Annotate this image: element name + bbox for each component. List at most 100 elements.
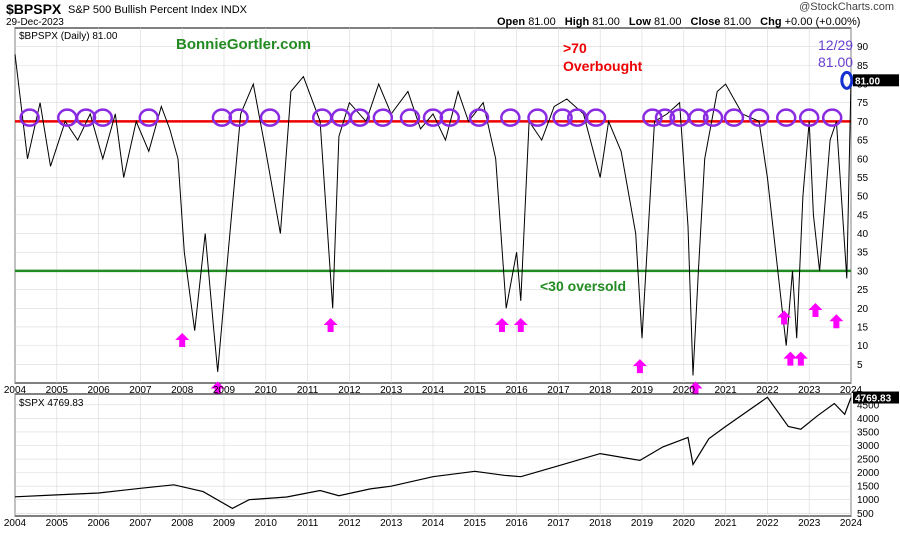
spx-x-tick-labels: 2004 2005 2006 2007 2008 2009 2010 2011 2012 2013… [4, 518, 863, 529]
spx-x-tick-label: 2018 [589, 518, 612, 529]
last-value-circle [840, 70, 854, 90]
oversold-arrows [175, 303, 844, 396]
bpspx-x-tick-label: 2012 [338, 385, 361, 396]
bpspx-x-tick-label: 2005 [46, 385, 69, 396]
bpspx-y-tick-label: 15 [857, 322, 869, 333]
bpspx-y-tick-label: 45 [857, 210, 869, 221]
spx-y-tick-label: 1500 [857, 482, 880, 493]
bpspx-x-tick-label: 2024 [840, 385, 863, 396]
bpspx-y-tick-label: 75 [857, 98, 869, 109]
chart-subtitle: S&P 500 Bullish Percent Index INDX [68, 4, 247, 16]
bpspx-x-tick-label: 2011 [297, 385, 319, 396]
spx-x-tick-label: 2022 [756, 518, 779, 529]
overbought-circle [422, 108, 444, 127]
bpspx-legend: $BPSPX (Daily) 81.00 [19, 31, 118, 42]
spx-y-tick-label: 2000 [857, 468, 880, 479]
spx-x-tick-label: 2010 [255, 518, 278, 529]
spx-x-tick-label: 2024 [840, 518, 863, 529]
spx-last-badge-box [853, 391, 899, 404]
last-value-label: 81.00 [818, 54, 853, 70]
spx-gridlines [14, 394, 852, 516]
overbought-circle [92, 108, 114, 127]
spx-y-tick-label: 3500 [857, 427, 880, 438]
bpspx-x-tick-label: 2023 [798, 385, 821, 396]
spx-x-tick-label: 2005 [46, 518, 69, 529]
bpspx-panel: 51015202530354045505560657075808590 81.0… [4, 27, 899, 396]
chart-date: 29-Dec-2023 [6, 17, 64, 28]
overbought-circle [585, 108, 607, 127]
spx-series-line [14, 396, 852, 510]
bpspx-x-tick-label: 2004 [4, 385, 27, 396]
high-value: 81.00 [592, 16, 620, 28]
overbought-circle [349, 108, 371, 127]
overbought-circle [211, 108, 233, 127]
spx-last-badge-text: 4769.83 [855, 394, 892, 405]
bpspx-y-tick-label: 60 [857, 154, 869, 165]
bpspx-y-tick-label: 65 [857, 136, 869, 147]
bpspx-last-badge-box [853, 74, 899, 87]
overbought-circle [527, 108, 548, 127]
bpspx-x-tick-label: 2007 [129, 385, 152, 396]
open-value: 81.00 [528, 16, 556, 28]
bpspx-y-tick-label: 30 [857, 266, 869, 277]
bpspx-y-tick-label: 25 [857, 285, 869, 296]
spx-x-tick-label: 2004 [4, 518, 27, 529]
bpspx-x-tick-label: 2021 [714, 385, 737, 396]
spx-y-tick-label: 4000 [857, 414, 880, 425]
overbought-circles [19, 108, 843, 127]
oversold-arrow [777, 310, 792, 325]
overbought-circle [821, 108, 843, 127]
oversold-arrow [210, 381, 225, 396]
chg-value: +0.00 (+0.00%) [784, 16, 861, 28]
bpspx-x-tick-label: 2008 [171, 385, 194, 396]
overbought-circle [439, 108, 460, 127]
bpspx-y-tick-label: 70 [857, 117, 869, 128]
spx-x-tick-label: 2016 [505, 518, 528, 529]
copyright-label: @StockCharts.com [799, 1, 894, 13]
overbought-circle [552, 108, 573, 127]
spx-y-tick-label: 3000 [857, 441, 880, 452]
oversold-arrow [688, 381, 703, 396]
overbought-circle [688, 108, 709, 127]
spx-x-tick-label: 2014 [422, 518, 445, 529]
spx-panel: 500 1000 1500 2000 2500 3000 3500 4000 4500 4769… [4, 391, 899, 529]
overbought-circle [702, 108, 724, 127]
bpspx-x-tick-label: 2017 [547, 385, 570, 396]
overbought-circle [75, 108, 97, 127]
bpspx-x-tick-label: 2018 [589, 385, 612, 396]
bpspx-last-badge-text: 81.00 [855, 76, 880, 87]
spx-x-tick-label: 2020 [673, 518, 696, 529]
chart-header: $BPSPX S&P 500 Bullish Percent Index IND… [0, 0, 900, 28]
spx-x-tick-label: 2011 [297, 518, 319, 529]
spx-x-tick-label: 2017 [547, 518, 570, 529]
bpspx-x-tick-label: 2010 [255, 385, 278, 396]
chg-label: Chg [760, 16, 782, 28]
close-label: Close [690, 16, 721, 28]
oversold-arrow [783, 351, 798, 366]
overbought-circle [372, 108, 394, 127]
spx-x-tick-label: 2019 [631, 518, 654, 529]
overbought-circle [798, 108, 820, 127]
spx-x-tick-label: 2015 [464, 518, 487, 529]
spx-y-tick-label: 1000 [857, 495, 880, 506]
spx-y-tick-label: 2500 [857, 455, 880, 466]
bpspx-x-tick-label: 2016 [505, 385, 528, 396]
spx-x-tick-label: 2013 [380, 518, 403, 529]
bpspx-y-tick-labels: 51015202530354045505560657075808590 [857, 42, 869, 371]
overbought-circle [500, 108, 521, 127]
exchange-label: INDX [220, 4, 247, 16]
overbought-circle [654, 108, 676, 127]
oversold-arrow [513, 318, 528, 332]
low-value: 81.00 [653, 16, 682, 28]
bpspx-x-tick-labels: 2004 2005 2006 2007 2008 2009 2010 2011 2012 2013… [4, 385, 863, 396]
overbought-circle [775, 108, 797, 127]
high-label: High [564, 16, 590, 28]
ohlc-summary: Open 81.00 High 81.00 Low 81.00 Close 81… [497, 16, 866, 28]
oversold-arrow [793, 351, 808, 366]
oversold-arrow [829, 314, 844, 329]
brand-label: BonnieGortler.com [176, 36, 311, 53]
bpspx-gridlines [14, 28, 852, 383]
index-title: S&P 500 Bullish Percent Index [68, 4, 218, 16]
overbought-level-label: >70 [563, 40, 587, 56]
